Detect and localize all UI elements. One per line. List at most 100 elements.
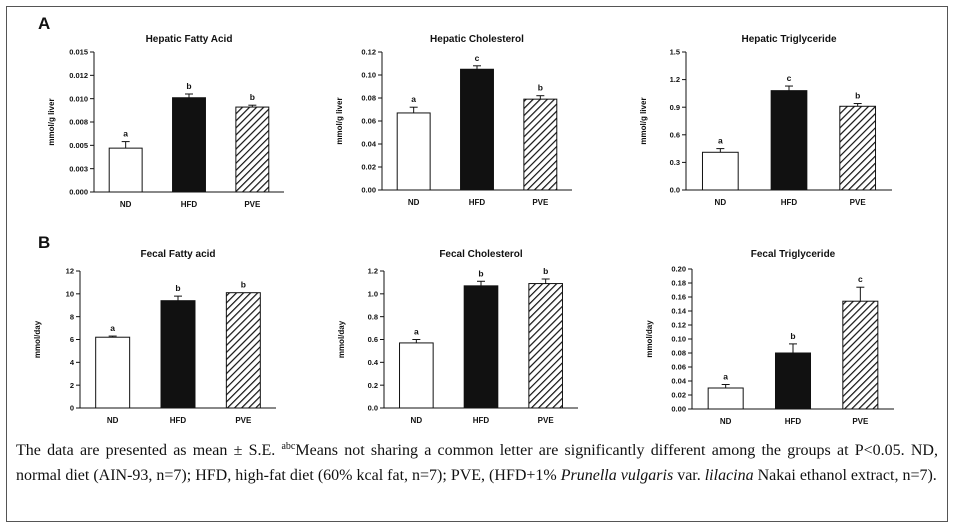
y-tick-label: 1.0	[368, 289, 378, 298]
y-axis-label: mmol/day	[33, 320, 42, 358]
chart-4: Fecal Fatty acid mmol/day 0 2 4 6 8 10 12 a ND b HFD…	[36, 245, 296, 425]
caption-text-4: Nakai ethanol extract, n=7).	[754, 467, 937, 484]
x-category-label: ND	[411, 416, 423, 425]
bar-nd	[397, 113, 430, 190]
x-category-label: HFD	[181, 200, 198, 209]
bar-hfd	[161, 301, 195, 408]
significance-letter: b	[186, 81, 191, 91]
x-category-label: PVE	[532, 198, 549, 207]
y-axis-label: mmol/g liver	[639, 97, 648, 144]
y-axis-label: mmol/day	[337, 320, 346, 358]
y-tick-label: 0.2	[368, 381, 378, 390]
y-tick-label: 1.2	[670, 75, 680, 84]
chart-5: Fecal Cholesterol mmol/day 0.0 0.2 0.4 0.6 0.8…	[340, 245, 600, 425]
y-tick-label: 0.06	[361, 117, 376, 126]
x-category-label: HFD	[785, 417, 802, 426]
y-tick-label: 0.08	[671, 349, 686, 358]
significance-letter: c	[475, 53, 480, 63]
significance-letter: b	[175, 283, 180, 293]
x-category-label: PVE	[235, 416, 252, 425]
y-tick-label: 8	[70, 312, 74, 321]
significance-letter: a	[414, 327, 419, 337]
significance-letter: a	[723, 372, 728, 382]
bar-pve	[843, 301, 878, 409]
y-axis-label: mmol/g liver	[47, 98, 56, 145]
y-tick-label: 0.02	[671, 391, 686, 400]
x-category-label: ND	[715, 198, 727, 207]
significance-letter: b	[538, 83, 543, 93]
significance-letter: b	[543, 266, 548, 276]
chart-title: Hepatic Triglyceride	[741, 34, 836, 45]
significance-letter: c	[787, 73, 792, 83]
bar-hfd	[771, 91, 807, 190]
significance-letter: b	[855, 91, 860, 101]
bar-hfd	[461, 69, 494, 190]
bar-nd	[109, 148, 142, 192]
significance-letter: b	[790, 331, 795, 341]
chart-title: Fecal Cholesterol	[439, 249, 523, 260]
y-tick-label: 0.010	[69, 94, 88, 103]
bar-hfd	[464, 286, 498, 408]
y-tick-label: 0.003	[69, 164, 88, 173]
chart-title: Fecal Triglyceride	[751, 249, 836, 260]
y-tick-label: 0.10	[361, 71, 376, 80]
y-tick-label: 0.00	[361, 186, 376, 195]
bar-pve	[524, 99, 557, 190]
chart-3: Hepatic Triglyceride mmol/g liver 0.0 0.3 0.…	[640, 30, 910, 210]
figure-caption: The data are presented as mean ± S.E. ab…	[16, 438, 938, 488]
y-tick-label: 0.12	[671, 321, 686, 330]
y-tick-label: 6	[70, 335, 74, 344]
x-category-label: HFD	[473, 416, 490, 425]
y-tick-label: 2	[70, 381, 74, 390]
significance-letter: a	[411, 94, 416, 104]
y-tick-label: 0.10	[671, 335, 686, 344]
caption-superscript: abc	[281, 441, 295, 452]
significance-letter: b	[478, 268, 483, 278]
significance-letter: a	[123, 129, 128, 139]
y-tick-label: 0.0	[670, 186, 680, 195]
x-category-label: ND	[720, 417, 732, 426]
y-tick-label: 0.04	[671, 377, 686, 386]
y-tick-label: 0.16	[671, 293, 686, 302]
bar-hfd	[173, 98, 206, 192]
chart-6: Fecal Triglyceride mmol/day 0.00 0.02 0.04 0.…	[640, 245, 910, 425]
y-tick-label: 10	[66, 289, 74, 298]
x-category-label: PVE	[244, 200, 261, 209]
y-tick-label: 0.00	[671, 405, 686, 414]
caption-species-name: Prunella vulgaris	[561, 467, 673, 484]
bar-pve	[529, 284, 563, 408]
y-tick-label: 4	[70, 358, 75, 367]
bar-nd	[400, 343, 434, 408]
y-tick-label: 0.8	[368, 312, 378, 321]
significance-letter: b	[250, 92, 255, 102]
caption-text-1: The data are presented as mean ± S.E.	[16, 442, 281, 459]
y-tick-label: 0.04	[361, 140, 376, 149]
y-tick-label: 0.06	[671, 363, 686, 372]
bar-hfd	[775, 353, 810, 409]
x-category-label: HFD	[469, 198, 486, 207]
x-category-label: ND	[408, 198, 420, 207]
y-tick-label: 0	[70, 404, 74, 413]
y-tick-label: 1.5	[670, 48, 680, 57]
y-tick-label: 0.4	[368, 358, 379, 367]
caption-variety-name: lilacina	[705, 467, 754, 484]
y-tick-label: 0.20	[671, 265, 686, 274]
y-tick-label: 0.0	[368, 404, 378, 413]
x-category-label: PVE	[538, 416, 555, 425]
y-tick-label: 0.000	[69, 188, 88, 197]
x-category-label: PVE	[852, 417, 869, 426]
y-tick-label: 0.015	[69, 48, 88, 57]
bar-pve	[226, 293, 260, 408]
y-tick-label: 12	[66, 267, 74, 276]
y-axis-label: mmol/day	[645, 320, 654, 358]
significance-letter: c	[858, 274, 863, 284]
bar-pve	[236, 107, 269, 192]
x-category-label: ND	[107, 416, 119, 425]
bar-nd	[96, 337, 130, 408]
y-tick-label: 0.012	[69, 71, 88, 80]
y-tick-label: 0.12	[361, 48, 376, 57]
y-tick-label: 0.6	[670, 130, 680, 139]
chart-title: Fecal Fatty acid	[140, 249, 215, 260]
y-tick-label: 0.14	[671, 307, 686, 316]
x-category-label: PVE	[850, 198, 867, 207]
